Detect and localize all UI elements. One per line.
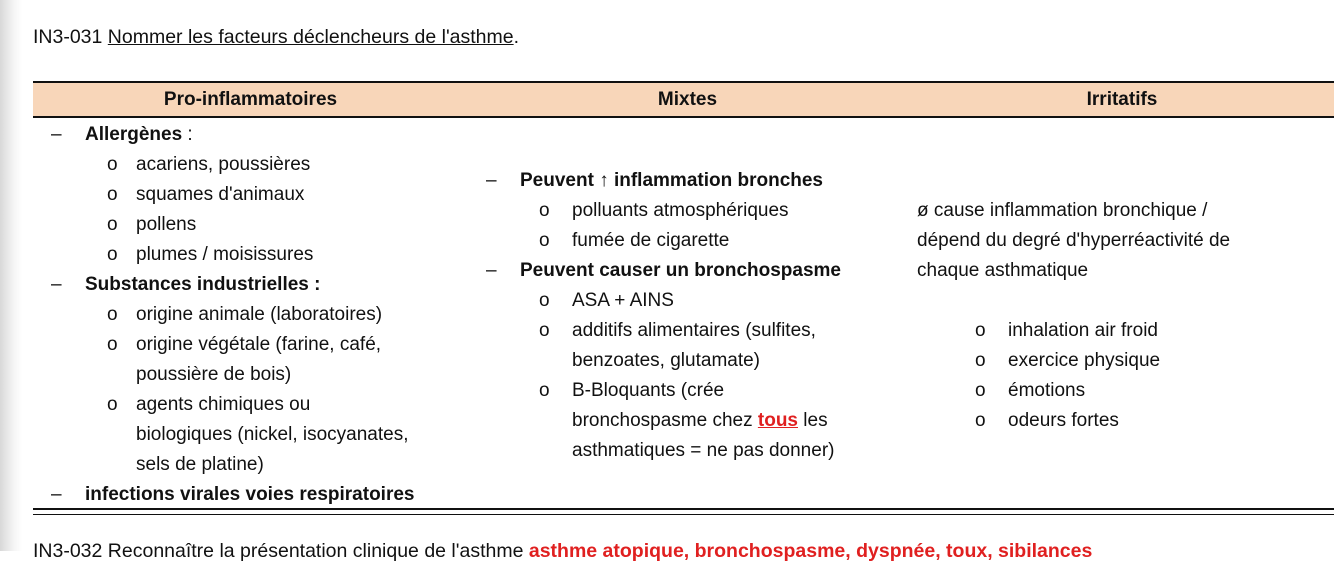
circle-bullet: o: [107, 214, 118, 235]
list-item: odeurs fortes: [1008, 410, 1119, 431]
allergenes-heading: Allergènes :: [85, 120, 193, 150]
irritatifs-description: chaque asthmatique: [917, 260, 1089, 281]
list-item-continuation: asthmatiques = ne pas donner): [572, 440, 835, 461]
list-item-continuation: sels de platine): [136, 454, 264, 475]
circle-bullet: o: [975, 380, 986, 401]
circle-bullet: o: [539, 230, 550, 251]
circle-bullet: o: [975, 320, 986, 341]
allergenes-label: Allergènes: [85, 124, 183, 145]
next-objective-emphasis: asthme atopique, bronchospasme, dyspnée,…: [528, 540, 1093, 562]
circle-bullet: o: [107, 304, 118, 325]
dash-bullet: –: [51, 274, 62, 295]
table-top-border: [33, 81, 1334, 83]
circle-bullet: o: [975, 350, 986, 371]
period: .: [513, 26, 520, 48]
circle-bullet: o: [539, 320, 550, 341]
header-mixtes: Mixtes: [657, 89, 718, 110]
dash-bullet: –: [486, 170, 497, 191]
industrielles-heading: Substances industrielles :: [85, 274, 321, 295]
triggers-table: Pro-inflammatoires Mixtes Irritatifs – A…: [33, 81, 1334, 515]
text: les: [798, 410, 828, 431]
list-item: agents chimiques ou: [136, 394, 311, 415]
page-edge-shadow: [0, 0, 22, 551]
circle-bullet: o: [975, 410, 986, 431]
list-item: B-Bloquants (crée: [572, 380, 725, 401]
colon: :: [182, 124, 193, 145]
circle-bullet: o: [539, 200, 550, 221]
next-section-title: IN3-032 Reconnaître la présentation clin…: [33, 540, 1092, 563]
dash-bullet: –: [486, 260, 497, 281]
bronchospasme-heading: Peuvent causer un bronchospasme: [520, 260, 841, 281]
text: bronchospasme chez: [572, 410, 758, 431]
emphasis-tous: tous: [757, 410, 798, 431]
list-item-continuation: biologiques (nickel, isocyanates,: [136, 424, 409, 445]
list-item-continuation: poussière de bois): [136, 364, 292, 385]
irritatifs-description: ø cause inflammation bronchique /: [917, 200, 1208, 221]
list-item: polluants atmosphériques: [572, 200, 789, 221]
dash-bullet: –: [51, 124, 62, 145]
dash-bullet: –: [51, 484, 62, 505]
table-header-row: Pro-inflammatoires Mixtes Irritatifs: [33, 83, 1334, 118]
list-item: émotions: [1008, 380, 1086, 401]
list-item: squames d'animaux: [136, 184, 305, 205]
section-title: IN3-031 Nommer les facteurs déclencheurs…: [33, 26, 519, 49]
list-item: origine végétale (farine, café,: [136, 334, 382, 355]
next-objective-text: IN3-032 Reconnaître la présentation clin…: [33, 540, 524, 562]
list-item-continuation: benzoates, glutamate): [572, 350, 761, 371]
list-item: exercice physique: [1008, 350, 1161, 371]
list-item: acariens, poussières: [136, 154, 311, 175]
circle-bullet: o: [107, 154, 118, 175]
list-item: additifs alimentaires (sulfites,: [572, 320, 816, 341]
irritatifs-description: dépend du degré d'hyperréactivité de: [917, 230, 1231, 251]
circle-bullet: o: [107, 244, 118, 265]
infections-heading: infections virales voies respiratoires: [85, 484, 415, 505]
circle-bullet: o: [539, 290, 550, 311]
header-irritatifs: Irritatifs: [1086, 89, 1158, 110]
inflammation-heading: Peuvent ↑ inflammation bronches: [520, 170, 823, 191]
header-pro-inflammatoires: Pro-inflammatoires: [163, 89, 338, 110]
circle-bullet: o: [107, 184, 118, 205]
list-item: pollens: [136, 214, 197, 235]
circle-bullet: o: [539, 380, 550, 401]
list-item: fumée de cigarette: [572, 230, 730, 251]
list-item: plumes / moisissures: [136, 244, 314, 265]
objective-code: IN3-031: [33, 26, 103, 48]
circle-bullet: o: [107, 334, 118, 355]
circle-bullet: o: [107, 394, 118, 415]
list-item: origine animale (laboratoires): [136, 304, 383, 325]
list-item-continuation: bronchospasme chez tous les: [572, 406, 828, 436]
objective-text: Nommer les facteurs déclencheurs de l'as…: [107, 26, 514, 48]
table-bottom-border: [33, 508, 1334, 515]
list-item: inhalation air froid: [1008, 320, 1158, 341]
list-item: ASA + AINS: [572, 290, 674, 311]
